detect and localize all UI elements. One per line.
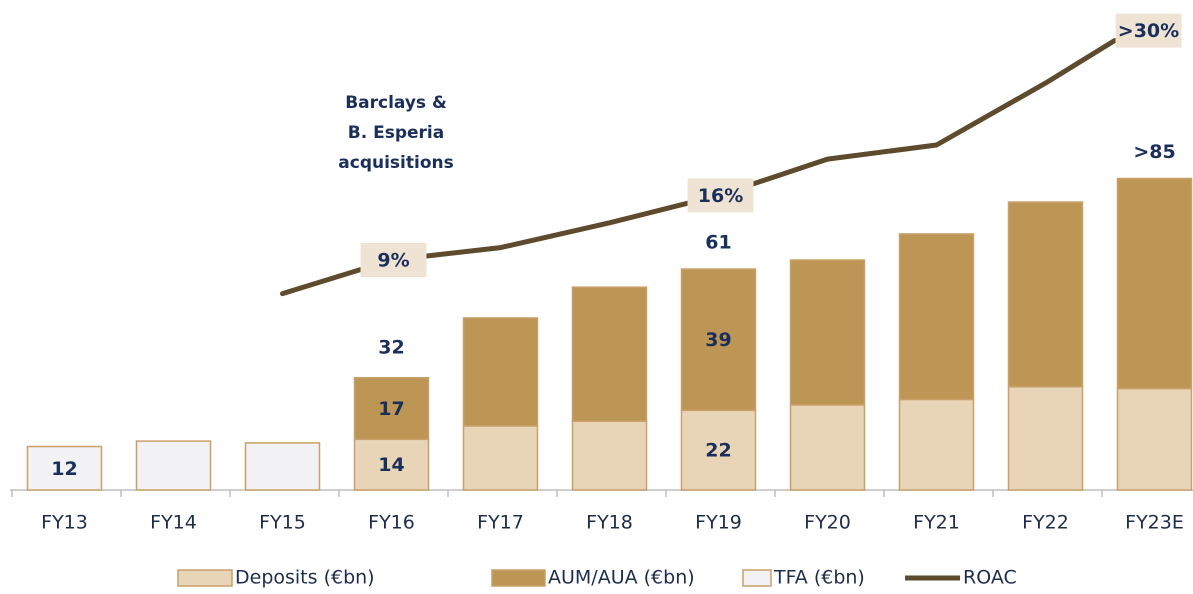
bar-segment: [1116, 177, 1193, 390]
data-label: 16%: [698, 185, 743, 207]
x-tick-label: FY16: [368, 512, 415, 534]
legend-swatch: [491, 569, 546, 587]
bar-segment: [789, 259, 866, 406]
x-tick-label: FY13: [41, 512, 88, 534]
x-tick-label: FY14: [150, 512, 197, 534]
x-tick-label: FY22: [1022, 512, 1069, 534]
bar-segment: [244, 442, 321, 491]
bar-segment: [353, 438, 430, 491]
label-box: [1115, 13, 1182, 48]
bar-segment: [898, 398, 975, 491]
data-label: >30%: [1118, 20, 1179, 42]
x-tick-label: FY15: [259, 512, 306, 534]
legend-swatch: [742, 569, 772, 587]
data-label: 22: [705, 440, 731, 462]
annotation: Barclays &: [345, 93, 447, 113]
x-tick-label: FY17: [477, 512, 524, 534]
bar-segment: [898, 233, 975, 401]
x-tick-label: FY23E: [1125, 512, 1184, 534]
bar-segment: [353, 376, 430, 441]
legend-label: Deposits (€bn): [235, 567, 375, 589]
bar-segment: [462, 317, 539, 427]
total-label: 61: [705, 232, 731, 254]
x-tick-label: FY19: [695, 512, 742, 534]
bar-segment: [680, 268, 757, 412]
bar-segment: [135, 440, 212, 491]
bar-segment: [1007, 201, 1084, 388]
data-label: 14: [378, 454, 404, 476]
data-label: 9%: [377, 250, 409, 272]
total-label: >85: [1133, 141, 1175, 163]
data-label: 17: [378, 398, 404, 420]
label-box: [687, 178, 754, 213]
bar-segment: [462, 425, 539, 491]
bar-segment: [571, 420, 648, 491]
label-box: [360, 243, 427, 277]
x-tick-label: FY20: [804, 512, 851, 534]
bar-segment: [1007, 386, 1084, 491]
x-tick-label: FY18: [586, 512, 633, 534]
bar-segment: [26, 445, 103, 491]
data-label: 39: [705, 329, 731, 351]
bar-segment: [571, 286, 648, 422]
data-label: 12: [51, 458, 77, 480]
annotation: acquisitions: [338, 153, 453, 173]
total-label: 32: [378, 337, 404, 359]
legend-label: TFA (€bn): [773, 567, 865, 589]
bar-segment: [1116, 387, 1193, 491]
legend-label: AUM/AUA (€bn): [548, 567, 695, 589]
x-tick-label: FY21: [913, 512, 960, 534]
legend-label: ROAC: [963, 567, 1017, 589]
bar-segment: [789, 404, 866, 491]
legend-swatch: [177, 569, 233, 587]
annotation: B. Esperia: [348, 123, 444, 143]
